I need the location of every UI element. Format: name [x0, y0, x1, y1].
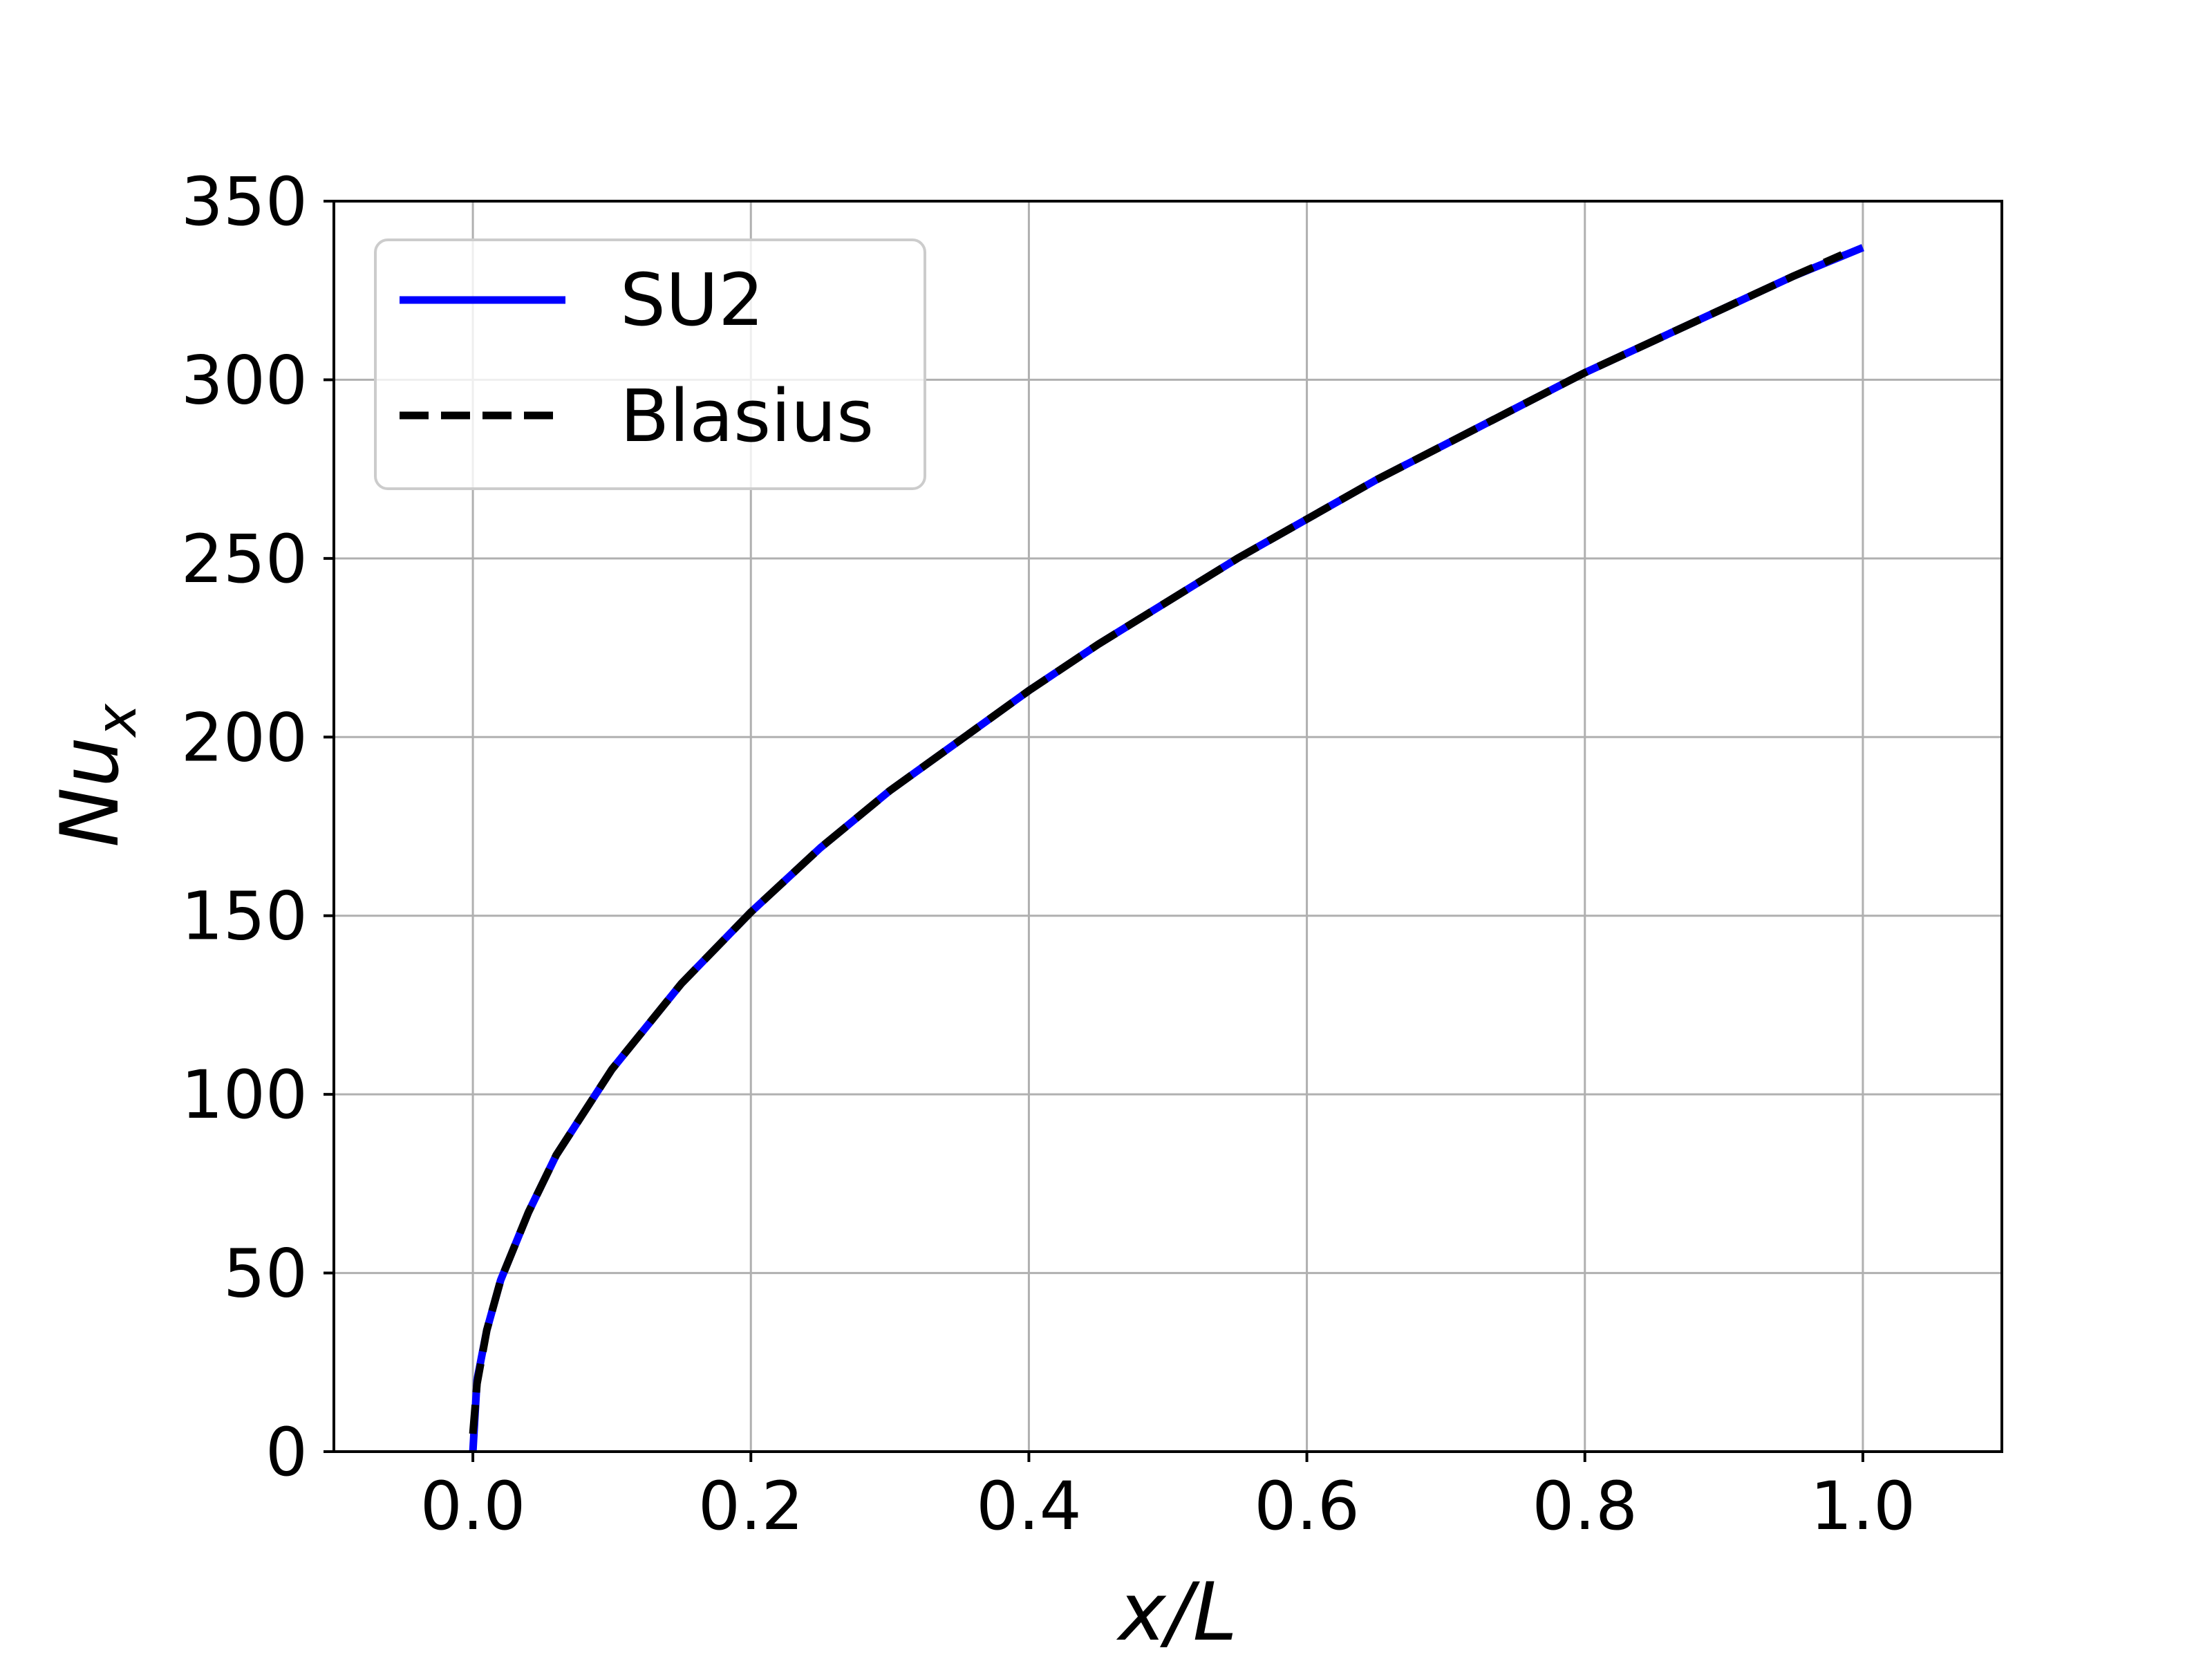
- y-axis-label-subscript: x: [84, 703, 149, 739]
- x-tick-label: 0.4: [976, 1468, 1082, 1545]
- axis-ticks: 0.0 0.2 0.4 0.6 0.8 1.0 0 50 100 150 200 250 300 350: [181, 163, 1915, 1545]
- y-tick-label: 300: [181, 341, 308, 419]
- plot-lines: [469, 244, 1864, 1452]
- series-line-blasius: [469, 251, 1844, 1434]
- y-tick-label: 50: [223, 1235, 308, 1313]
- y-tick-label: 0: [265, 1414, 308, 1491]
- x-tick-label: 0.6: [1254, 1468, 1360, 1545]
- plot-frame: [332, 200, 2003, 1453]
- y-tick-label: 150: [181, 878, 308, 955]
- x-tick-label: 0.0: [420, 1468, 526, 1545]
- y-tick-label: 200: [181, 699, 308, 776]
- y-tick-label: 250: [181, 521, 308, 598]
- legend-label-blasius: Blasius: [620, 374, 874, 458]
- legend-label-su2: SU2: [620, 258, 764, 342]
- y-tick-label: 350: [181, 163, 308, 241]
- x-tick-label: 0.8: [1532, 1468, 1638, 1545]
- legend: SU2 Blasius: [374, 238, 926, 490]
- y-axis-label: Nux: [44, 703, 149, 847]
- y-tick-label: 100: [181, 1056, 308, 1134]
- x-tick-label: 1.0: [1810, 1468, 1916, 1545]
- x-tick-label: 0.2: [698, 1468, 804, 1545]
- x-axis-label: x/L: [1116, 1566, 1237, 1659]
- y-axis-label-main: Nu: [44, 737, 137, 847]
